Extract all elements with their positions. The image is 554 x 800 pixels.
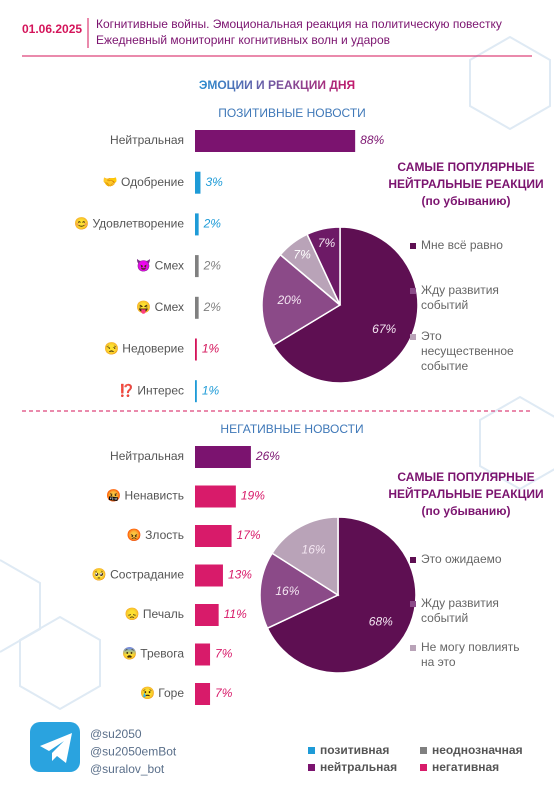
legend-swatch — [308, 764, 315, 771]
bar-label: 😡 Злость — [127, 528, 184, 542]
pie-value-label: 7% — [293, 248, 311, 262]
pie-value-label: 7% — [318, 236, 336, 250]
bar — [195, 296, 199, 319]
legend-swatch — [420, 747, 427, 754]
pie-title: САМЫЕ ПОПУЛЯРНЫЕ — [397, 470, 534, 484]
handle: @su2050 — [90, 727, 142, 741]
bar — [195, 338, 197, 361]
bar — [195, 485, 236, 508]
bar-label: 😨 Тревога — [122, 647, 184, 661]
legend-label: Это — [421, 329, 442, 343]
bar-label: Нейтральная — [110, 133, 184, 147]
value-label: 2% — [203, 217, 222, 231]
handle: @su2050emBot — [90, 745, 177, 759]
pie-slice — [259, 552, 340, 630]
background-hexagons — [0, 35, 554, 711]
legend-label: Не могу повлиять — [421, 640, 520, 654]
bar — [195, 171, 201, 194]
bar — [195, 564, 223, 587]
bar — [195, 604, 219, 626]
bar-label: 😢 Горе — [140, 686, 184, 700]
bar — [195, 525, 232, 547]
value-label: 1% — [202, 383, 220, 397]
date: 01.06.2025 — [22, 22, 82, 36]
legend-label: на это — [421, 655, 456, 669]
bar-label: 😞 Печаль — [125, 607, 184, 621]
pie-title: НЕЙТРАЛЬНЫЕ РЕАКЦИИ — [388, 176, 543, 191]
bar-label: 😊 Удовлетворение — [74, 217, 184, 231]
telegram-plane — [40, 733, 72, 763]
pie-slice — [272, 226, 419, 384]
legend-label: негативная — [432, 760, 499, 774]
legend-swatch — [410, 334, 416, 340]
bar — [195, 643, 211, 666]
legend-swatch — [420, 764, 427, 771]
pie-value-label: 68% — [369, 614, 393, 628]
bar-label: 🤝 Одобрение — [103, 175, 185, 189]
value-label: 3% — [205, 175, 223, 189]
bar-label: 🥺 Сострадание — [92, 568, 184, 582]
legend-label: событий — [421, 298, 468, 312]
legend-swatch — [410, 601, 416, 607]
legend-label: событие — [421, 359, 469, 373]
legend-label: Мне всё равно — [421, 238, 503, 252]
value-label: 1% — [202, 342, 220, 356]
pie-slice — [266, 516, 417, 674]
bar — [195, 130, 356, 152]
pie-slice — [271, 516, 339, 597]
value-label: 7% — [215, 647, 233, 661]
bar — [195, 446, 251, 468]
pie-slice — [261, 253, 342, 347]
legend-swatch — [410, 288, 416, 294]
value-label: 2% — [203, 300, 222, 314]
bar-label: ⁉️ Интерес — [119, 383, 184, 397]
legend-swatch — [410, 557, 416, 563]
bar — [195, 683, 211, 705]
legend-label: Это ожидаемо — [421, 552, 502, 566]
value-label: 11% — [224, 607, 247, 621]
bar — [195, 213, 199, 236]
pie-title: САМЫЕ ПОПУЛЯРНЫЕ — [397, 160, 534, 174]
legend-label: событий — [421, 611, 468, 625]
bar — [195, 380, 197, 403]
value-label: 7% — [215, 686, 233, 700]
legend-swatch — [308, 747, 315, 754]
legend-swatch — [410, 645, 416, 651]
legend-label: Жду развития — [421, 283, 499, 297]
section-title: ПОЗИТИВНЫЕ НОВОСТИ — [218, 106, 366, 120]
legend-label: позитивная — [320, 743, 389, 757]
value-label: 17% — [237, 528, 261, 542]
subtitle: Когнитивные войны. Эмоциональная реакция… — [96, 17, 502, 31]
bar-label: 😒 Недоверие — [104, 342, 184, 356]
section-title: НЕГАТИВНЫЕ НОВОСТИ — [220, 422, 363, 436]
legend-label: нейтральная — [320, 760, 397, 774]
legend-swatch — [410, 243, 416, 249]
value-label: 26% — [255, 449, 280, 463]
bar-label: 🤬 Ненависть — [106, 489, 184, 503]
bar — [195, 255, 199, 278]
pie-value-label: 67% — [372, 322, 396, 336]
pie-slice — [306, 226, 341, 306]
pie-value-label: 20% — [276, 293, 301, 307]
pie-value-label: 16% — [302, 543, 326, 557]
value-label: 13% — [228, 568, 252, 582]
bar-label: Нейтральная — [110, 449, 184, 463]
pie-title: (по убыванию) — [421, 504, 510, 518]
bar-label: 😈 Смех — [136, 258, 184, 272]
pie-value-label: 16% — [275, 584, 299, 598]
value-label: 19% — [241, 489, 265, 503]
subtitle: Ежедневный мониторинг когнитивных волн и… — [96, 33, 390, 47]
bar-label: 😝 Смех — [136, 300, 184, 314]
legend-label: неоднозначная — [432, 743, 523, 757]
main-title: ЭМОЦИИ И РЕАКЦИИ ДНЯ — [199, 78, 355, 92]
value-label: 88% — [360, 133, 384, 147]
legend-label: несущественное — [421, 344, 514, 358]
handle: @suralov_bot — [90, 762, 165, 776]
pie-title: НЕЙТРАЛЬНЫЕ РЕАКЦИИ — [388, 486, 543, 501]
value-label: 2% — [203, 258, 222, 272]
legend-label: Жду развития — [421, 596, 499, 610]
pie-title: (по убыванию) — [421, 194, 510, 208]
